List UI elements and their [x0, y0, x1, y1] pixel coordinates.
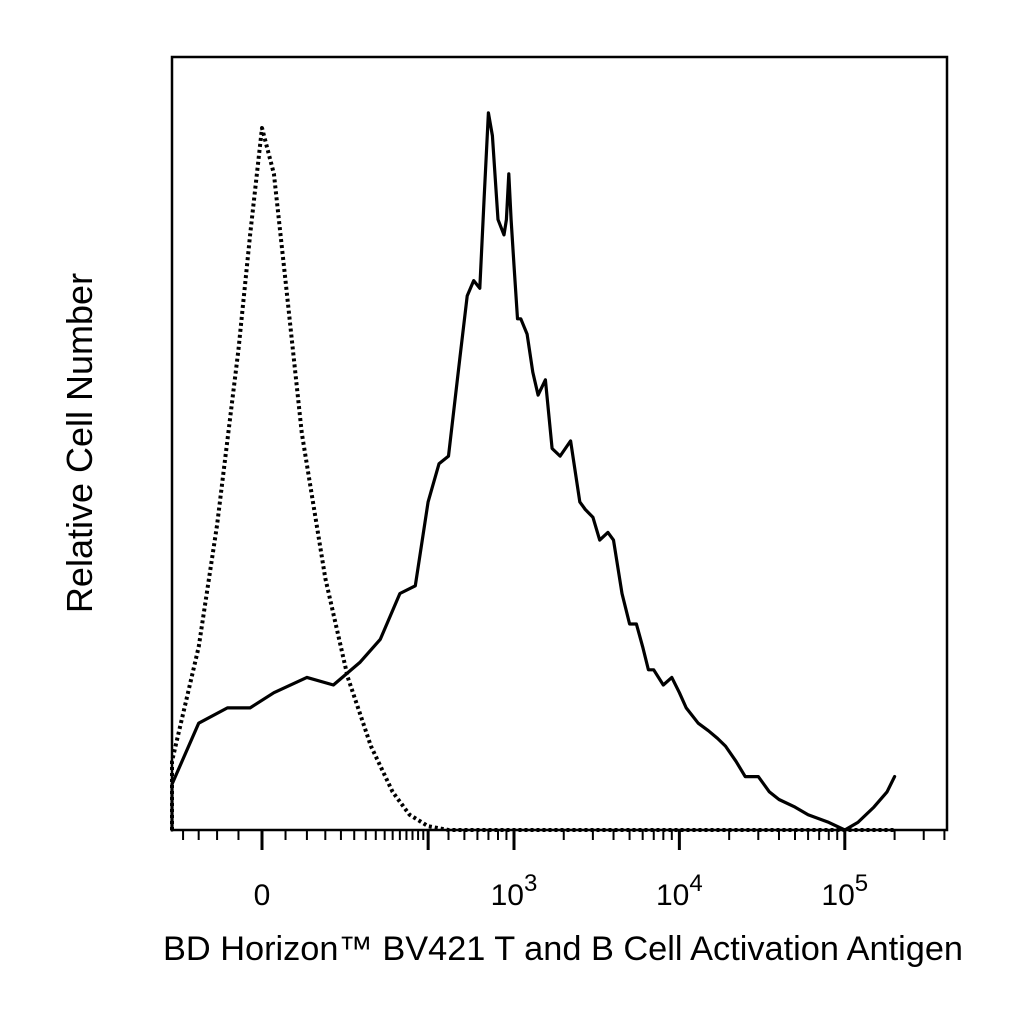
- stained-histogram-line: [170, 111, 897, 832]
- x-axis-major-ticks: [260, 830, 847, 850]
- x-axis-tick-labels: 0 103 104 105: [254, 870, 869, 912]
- x-axis-minor-ticks: [182, 830, 946, 840]
- x-tick-label: 0: [254, 879, 271, 912]
- x-tick-label: 105: [821, 870, 868, 912]
- x-axis-label: BD Horizon™ BV421 T and B Cell Activatio…: [163, 930, 963, 968]
- y-axis-label: Relative Cell Number: [59, 273, 100, 613]
- x-tick-label: 104: [656, 870, 703, 912]
- histogram-curves: [170, 111, 897, 832]
- x-tick-label: 103: [491, 870, 538, 912]
- control-histogram-line: [170, 126, 895, 832]
- plot-frame: [170, 55, 949, 832]
